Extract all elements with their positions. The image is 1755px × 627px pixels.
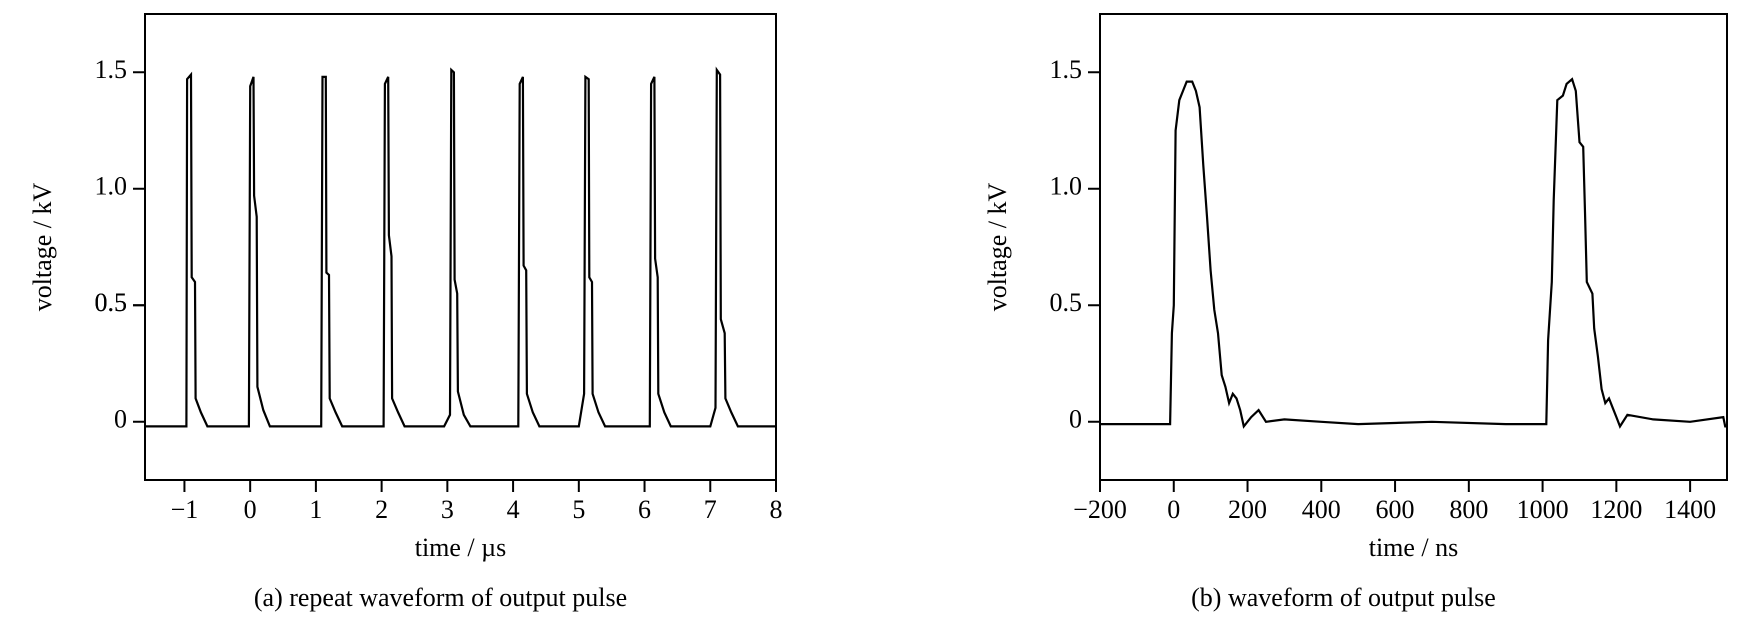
- x-tick-label: −1: [171, 495, 199, 524]
- x-tick-label: 6: [638, 495, 651, 524]
- plot-frame: [144, 13, 777, 481]
- x-tick-label: 4: [507, 495, 520, 524]
- y-tick-label: 0.5: [1050, 288, 1083, 317]
- waveform: [1100, 77, 1727, 429]
- y-tick-label: 0: [114, 405, 127, 434]
- caption: (a) repeat waveform of output pulse: [254, 583, 627, 612]
- x-tick-label: −200: [1073, 495, 1127, 524]
- x-tick-label: 400: [1302, 495, 1341, 524]
- x-tick-label: 7: [704, 495, 717, 524]
- x-tick-label: 1400: [1664, 495, 1716, 524]
- x-tick-label: 600: [1376, 495, 1415, 524]
- x-tick-label: 0: [1167, 495, 1180, 524]
- x-tick-label: 200: [1228, 495, 1267, 524]
- x-axis-label: time / µs: [415, 533, 507, 562]
- x-axis-label: time / ns: [1369, 533, 1459, 562]
- y-tick-label: 1.0: [95, 172, 128, 201]
- plot-frame: [1099, 13, 1728, 481]
- y-tick-label: 0.5: [95, 288, 128, 317]
- x-tick-label: 8: [770, 495, 783, 524]
- y-tick-label: 0.5: [95, 288, 128, 317]
- x-tick-label: 5: [572, 495, 585, 524]
- x-tick-label: 0: [244, 495, 257, 524]
- y-axis-label: voltage / kV: [28, 183, 57, 312]
- x-tick-label: 3: [441, 495, 454, 524]
- y-tick-label: 0: [1069, 405, 1082, 434]
- x-tick-label: 1200: [1590, 495, 1642, 524]
- y-tick-label: 1.5: [95, 55, 128, 84]
- caption: (b) waveform of output pulse: [1191, 583, 1496, 612]
- y-tick-label: 1.0: [1050, 172, 1083, 201]
- x-tick-label: 1000: [1517, 495, 1569, 524]
- y-tick-label: 1.5: [1050, 55, 1083, 84]
- x-tick-label: 1: [309, 495, 322, 524]
- x-tick-label: 800: [1449, 495, 1488, 524]
- waveform: [145, 66, 776, 428]
- y-axis-label: voltage / kV: [983, 183, 1012, 312]
- x-tick-label: 2: [375, 495, 388, 524]
